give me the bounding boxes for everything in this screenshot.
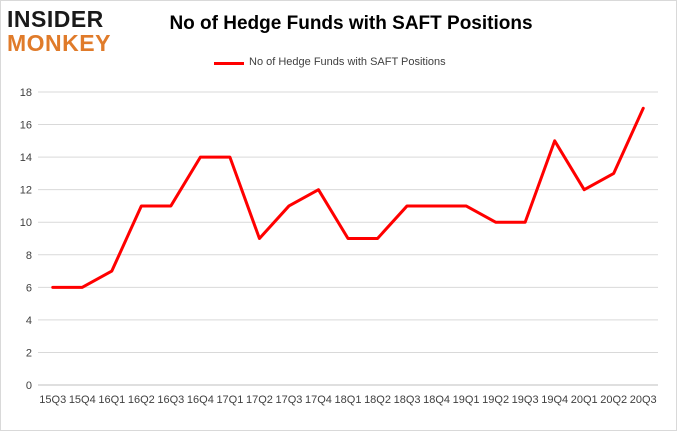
y-tick-label: 2 xyxy=(26,347,32,359)
x-tick-label: 17Q1 xyxy=(216,394,243,406)
logo-line-1: INSIDER xyxy=(7,6,104,32)
x-tick-label: 19Q1 xyxy=(453,394,480,406)
x-tick-label: 18Q1 xyxy=(335,394,362,406)
x-tick-label: 16Q4 xyxy=(187,394,214,406)
x-tick-label: 17Q3 xyxy=(275,394,302,406)
x-tick-label: 16Q2 xyxy=(128,394,155,406)
gridlines xyxy=(38,91,658,353)
x-axis-ticks: 15Q3 15Q4 16Q1 16Q2 16Q3 16Q4 17Q1 17Q2 17Q3 17Q4… xyxy=(39,394,656,406)
x-tick-label: 18Q3 xyxy=(394,394,421,406)
x-tick-label: 15Q4 xyxy=(69,394,96,406)
x-tick-label: 20Q3 xyxy=(630,394,657,406)
series-line xyxy=(51,106,645,289)
x-tick-label: 18Q4 xyxy=(423,394,450,406)
y-tick-label: 10 xyxy=(20,217,32,229)
series-layer xyxy=(51,106,645,289)
legend-swatch xyxy=(214,62,244,65)
y-tick-label: 12 xyxy=(20,185,32,197)
y-axis-ticks: 0 2 4 6 8 10 12 14 16 18 xyxy=(20,87,32,392)
x-tick-label: 17Q4 xyxy=(305,394,332,406)
y-tick-label: 14 xyxy=(20,152,32,164)
logo-line-2: MONKEY xyxy=(7,30,111,56)
x-tick-label: 15Q3 xyxy=(39,394,66,406)
x-tick-label: 20Q2 xyxy=(600,394,627,406)
y-tick-label: 4 xyxy=(26,315,32,327)
y-tick-label: 6 xyxy=(26,282,32,294)
x-tick-label: 19Q3 xyxy=(512,394,539,406)
y-tick-label: 16 xyxy=(20,120,32,132)
chart-title: No of Hedge Funds with SAFT Positions xyxy=(169,13,533,34)
x-tick-label: 19Q2 xyxy=(482,394,509,406)
legend-label: No of Hedge Funds with SAFT Positions xyxy=(249,56,446,68)
x-tick-label: 18Q2 xyxy=(364,394,391,406)
y-tick-label: 8 xyxy=(26,250,32,262)
insider-monkey-logo: INSIDER MONKEY xyxy=(7,6,125,56)
x-tick-label: 17Q2 xyxy=(246,394,273,406)
y-tick-label: 0 xyxy=(26,380,32,392)
x-tick-label: 20Q1 xyxy=(571,394,598,406)
x-tick-label: 16Q1 xyxy=(98,394,125,406)
y-tick-label: 18 xyxy=(20,87,32,99)
x-tick-label: 19Q4 xyxy=(541,394,568,406)
x-tick-label: 16Q3 xyxy=(157,394,184,406)
